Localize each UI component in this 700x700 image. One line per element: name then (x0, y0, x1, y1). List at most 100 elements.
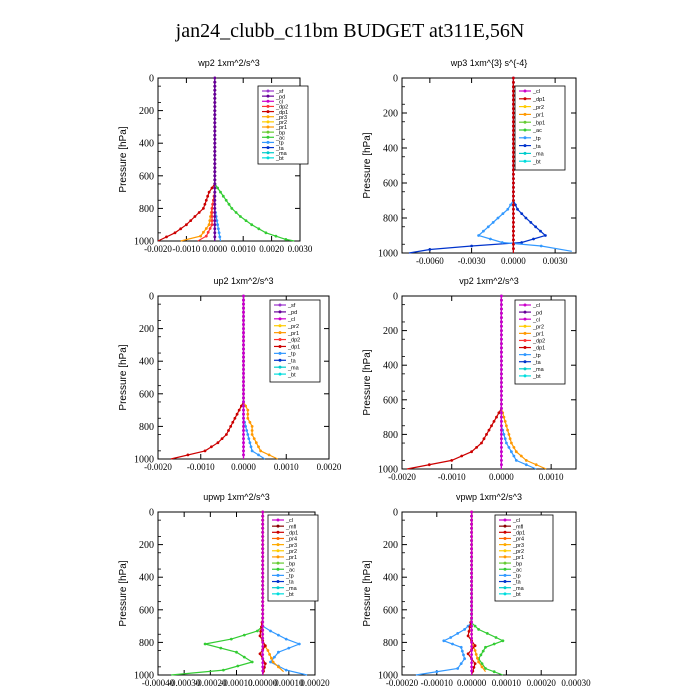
series-point-dp1 (473, 662, 477, 665)
legend-label: _pd (532, 310, 542, 316)
series-point-cl (470, 600, 473, 603)
y-tick-label: 0 (149, 508, 154, 519)
legend-label: _dp1 (287, 345, 300, 351)
series-point-dp1 (460, 454, 464, 458)
y-axis-label: Pressure [hPa] (362, 132, 373, 198)
series-point-tp (462, 653, 465, 657)
y-tick-label: 1000 (378, 249, 398, 260)
legend-label: _pr4 (285, 537, 297, 543)
series-point-cl (500, 376, 503, 380)
series-point-tp (539, 244, 543, 248)
series-point-ac (230, 207, 234, 210)
series-point-dp2 (208, 227, 212, 230)
series-point-pr1 (476, 656, 479, 660)
x-tick-label: -0.0030 (458, 256, 486, 266)
series-point-dp1 (512, 199, 515, 202)
series-point-tp (297, 642, 301, 646)
series-point-dp1 (512, 238, 515, 242)
series-point-dp2 (210, 207, 214, 210)
legend-marker (276, 592, 280, 596)
legend-marker (523, 105, 527, 109)
series-point-pr1 (524, 459, 528, 462)
series-point-dp1 (512, 98, 515, 102)
series-point-tp (248, 441, 252, 445)
series-point-cl (500, 415, 503, 419)
x-tick-label: 0.0020 (259, 244, 284, 254)
series-point-cl (242, 416, 245, 420)
series-point-cl (470, 620, 473, 624)
legend-marker (276, 536, 280, 540)
legend-label: _pr1 (532, 113, 544, 119)
y-tick-label: 600 (383, 179, 398, 190)
series-point-dp1 (263, 662, 267, 665)
series-point-dp1 (207, 190, 211, 194)
series-point-cl (261, 539, 265, 542)
series-point-tp (451, 642, 454, 646)
series-point-cl (500, 463, 503, 467)
series-point-dp1 (263, 644, 267, 648)
series-point-dp1 (512, 190, 515, 194)
series-point-pd (213, 92, 217, 96)
legend-marker (266, 110, 270, 114)
series-point-cl (261, 596, 265, 599)
series-point-dp1 (185, 223, 188, 227)
legend-marker (266, 130, 270, 134)
series-point-tp (505, 441, 508, 445)
legend-label: _cl (532, 89, 540, 95)
legend-box (514, 299, 566, 385)
series-point-tp (491, 221, 495, 224)
series-point-dp1 (235, 412, 239, 416)
legend-label: _pr4 (512, 537, 524, 543)
series-point-cl (242, 315, 245, 318)
series-point-cl (470, 616, 473, 620)
series-point-cl (470, 575, 473, 579)
series-point-cl (242, 376, 245, 379)
legend-label: _ac (285, 567, 295, 573)
series-point-ac (477, 628, 480, 631)
y-tick-label: 800 (383, 430, 398, 441)
series-point-cl (470, 543, 473, 546)
series-point-pr1 (502, 415, 506, 419)
legend-label: _ta (287, 358, 297, 364)
legend-label: _tp (532, 136, 541, 142)
legend-label: _bt (532, 159, 541, 165)
series-point-dp1 (210, 186, 214, 190)
series-point-cl (261, 628, 265, 632)
series-point-dp1 (512, 120, 515, 124)
series-point-cl (470, 571, 473, 575)
series-point-tp (501, 212, 505, 216)
legend-label: _pr2 (285, 549, 297, 555)
series-point-pd (213, 194, 217, 198)
series-point-cl (500, 320, 503, 324)
series-point-tp (463, 628, 466, 631)
legend-marker (523, 151, 527, 155)
x-tick-label: -0.00010 (220, 678, 253, 688)
legend-marker (523, 303, 527, 307)
x-tick-label: -0.0010 (438, 472, 466, 482)
legend-marker (278, 344, 282, 348)
series-line-dp1 (406, 296, 502, 470)
chart-panel-1: wp2 1xm^2/s^3 Pressure [hPa] 0 200 400 600 800… (118, 58, 313, 254)
series-point-cl (500, 342, 503, 345)
legend-marker (523, 97, 527, 101)
series-point-cl (500, 424, 503, 428)
series-point-dp1 (258, 634, 262, 638)
series-point-cl (500, 407, 503, 410)
series-point-ac (492, 642, 496, 646)
series-point-cl (242, 310, 245, 314)
legend-label: _pr2 (532, 105, 544, 111)
series-point-pd (213, 105, 217, 108)
series-point-cl (470, 584, 473, 587)
series-point-tp (244, 425, 248, 428)
series-point-cl (242, 433, 245, 436)
series-point-ta (520, 241, 524, 244)
series-point-cl (470, 510, 473, 514)
series-point-pr1 (259, 449, 262, 453)
series-point-pd (213, 174, 217, 178)
series-point-tp (496, 216, 500, 220)
series-point-cl (470, 567, 473, 571)
legend-marker (503, 536, 507, 540)
series-point-pd (213, 162, 217, 166)
series-point-pr1 (503, 420, 507, 423)
legend-label: _bp1 (532, 120, 545, 126)
